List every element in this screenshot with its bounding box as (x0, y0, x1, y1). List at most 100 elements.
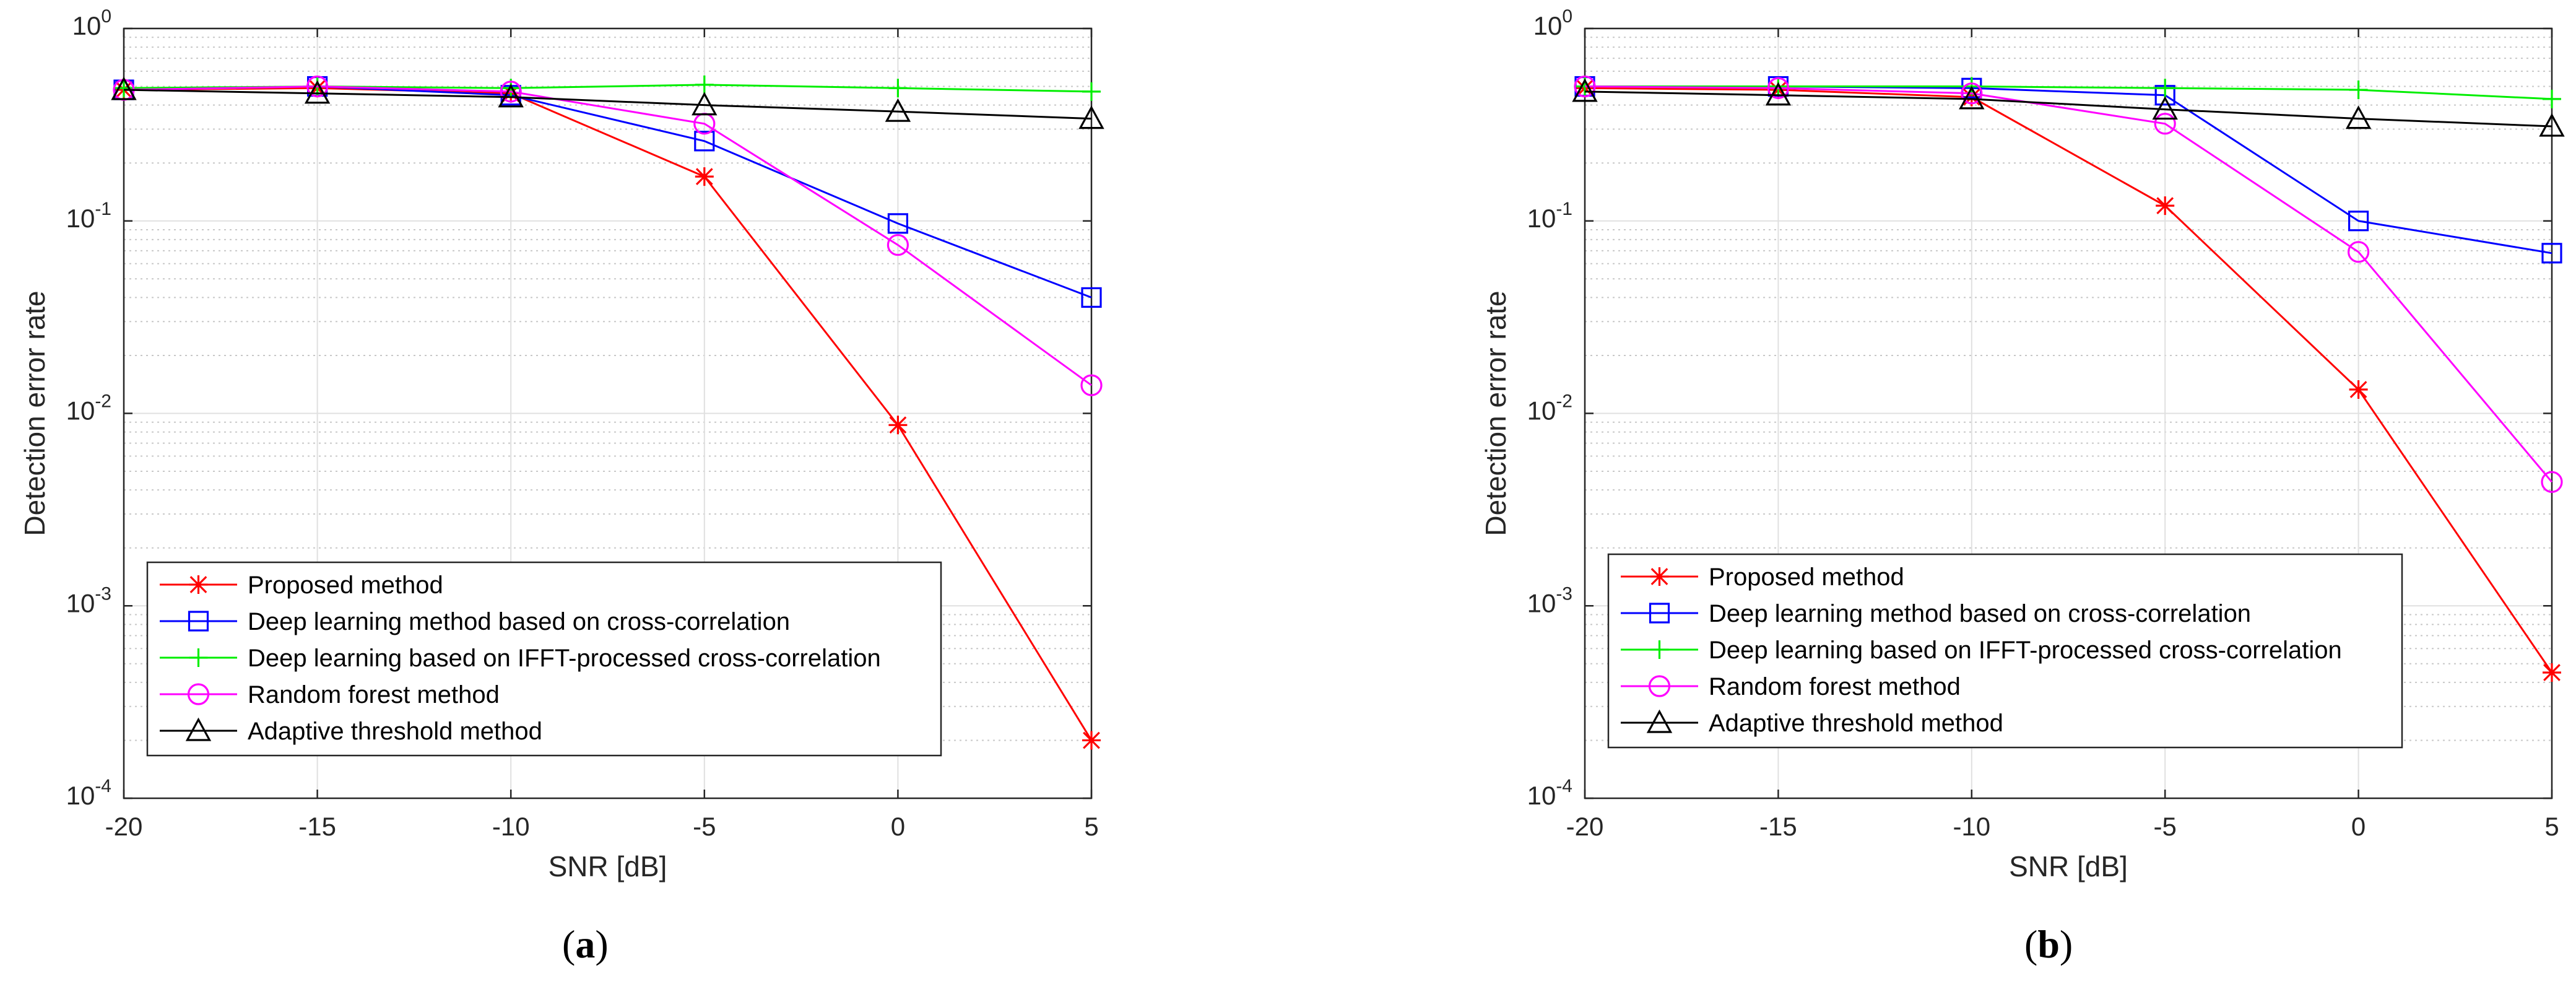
data-point (1961, 82, 1983, 105)
series-line (1584, 87, 2553, 673)
data-point (2541, 243, 2562, 264)
data-point (694, 131, 715, 152)
data-point (888, 416, 908, 435)
series-triangle (111, 76, 1104, 129)
data-point (498, 84, 524, 108)
data-point (2349, 81, 2368, 100)
panel-label-b: (b) (2024, 922, 2073, 966)
y-tick-label: 10-3 (66, 583, 111, 617)
series-line (123, 89, 1092, 120)
legend-entry: Deep learning based on IFFT-processed cr… (1709, 637, 2342, 664)
legend-marker (1650, 640, 1669, 659)
data-point (2539, 113, 2565, 137)
data-point (2541, 471, 2563, 493)
legend-entry: Proposed method (248, 572, 443, 599)
legend-entry: Random forest method (248, 681, 500, 708)
data-point (1574, 75, 1596, 98)
legend-marker (1648, 675, 1671, 697)
data-point (2349, 380, 2368, 399)
data-point (2154, 113, 2176, 135)
data-point (2156, 79, 2175, 98)
data-point (111, 76, 137, 100)
legend-entry: Adaptive threshold method (248, 718, 542, 745)
y-tick-label: 10-1 (1527, 199, 1572, 233)
chart-panel-a: -20 -15 -10 -5 0 5 10-4 10-3 10-2 10-1 100 SNR [dB]… (19, 6, 1104, 882)
data-point (1081, 287, 1102, 308)
x-tick-label: -5 (2154, 812, 2177, 841)
x-tick-label: -20 (1566, 812, 1604, 841)
y-tick-label: 10-4 (66, 776, 111, 810)
x-tick-label: 0 (2351, 812, 2366, 841)
data-point (1572, 78, 1598, 102)
data-point (306, 75, 329, 98)
y-tick-label: 10-4 (1527, 776, 1572, 810)
y-tick-label: 10-1 (66, 199, 111, 233)
x-tick-label: -10 (492, 812, 530, 841)
legend: Proposed method Deep learning method base… (1607, 553, 2403, 749)
legend-box (1607, 553, 2403, 749)
x-tick-label: -15 (1759, 812, 1797, 841)
data-point (2348, 241, 2370, 263)
data-point (695, 75, 714, 94)
x-tick-label: -15 (298, 812, 336, 841)
legend: Proposed method Deep learning method base… (146, 561, 942, 757)
data-point (2543, 663, 2561, 682)
legend-marker (187, 683, 210, 705)
chart-panel-b: -20 -15 -10 -5 0 5 10-4 10-3 10-2 10-1 100 SNR [dB]… (1480, 6, 2565, 882)
y-tick-label: 100 (72, 6, 111, 40)
legend-marker (1649, 603, 1670, 624)
x-tick-label: 5 (2544, 812, 2559, 841)
y-axis-label: Detection error rate (1480, 290, 1512, 536)
legend-marker (1650, 567, 1669, 586)
data-point (2543, 89, 2561, 108)
legend-marker (1646, 709, 1673, 733)
data-point (1080, 374, 1103, 396)
x-tick-label: -20 (105, 812, 143, 841)
data-point (1082, 82, 1101, 101)
legend-marker (188, 611, 209, 632)
data-point (887, 233, 909, 256)
legend-entry: Deep learning method based on cross-corr… (1709, 600, 2251, 627)
panel-label-a: (a) (562, 922, 609, 966)
data-point (1078, 105, 1104, 129)
series-line (123, 87, 1093, 741)
x-tick-label: -10 (1953, 812, 1990, 841)
data-point (692, 92, 718, 116)
data-point (1765, 82, 1792, 106)
series-triangle (1572, 78, 2565, 137)
legend-entry: Proposed method (1709, 564, 1904, 591)
data-point (1767, 77, 1789, 99)
data-point (887, 213, 909, 234)
legend-entry: Deep learning based on IFFT-processed cr… (248, 645, 881, 672)
x-axis-label: SNR [dB] (549, 850, 667, 882)
data-point (2156, 196, 2175, 216)
legend-marker (189, 575, 208, 594)
series-line (1585, 85, 2552, 100)
data-point (1769, 77, 1788, 96)
y-axis-label: Detection error rate (19, 290, 51, 536)
y-tick-label: 10-3 (1527, 583, 1572, 617)
series-line (1584, 85, 2553, 483)
data-point (2348, 211, 2369, 232)
legend-entry: Adaptive threshold method (1709, 710, 2003, 737)
x-tick-label: 5 (1084, 812, 1098, 841)
legend-marker (185, 717, 212, 741)
series-line (123, 85, 1092, 386)
data-point (1082, 731, 1101, 750)
data-point (2152, 96, 2178, 120)
y-tick-label: 100 (1533, 6, 1572, 40)
x-tick-label: 0 (891, 812, 905, 841)
data-point (1959, 85, 1985, 110)
data-point (885, 98, 911, 122)
data-point (888, 79, 908, 98)
legend-marker (189, 648, 208, 667)
data-point (2345, 105, 2372, 129)
x-tick-label: -5 (693, 812, 716, 841)
y-tick-label: 10-2 (1527, 391, 1572, 425)
data-point (695, 167, 714, 186)
x-axis-label: SNR [dB] (2009, 850, 2128, 882)
legend-entry: Random forest method (1709, 673, 1961, 700)
legend-box (146, 561, 942, 757)
legend-entry: Deep learning method based on cross-corr… (248, 608, 790, 635)
